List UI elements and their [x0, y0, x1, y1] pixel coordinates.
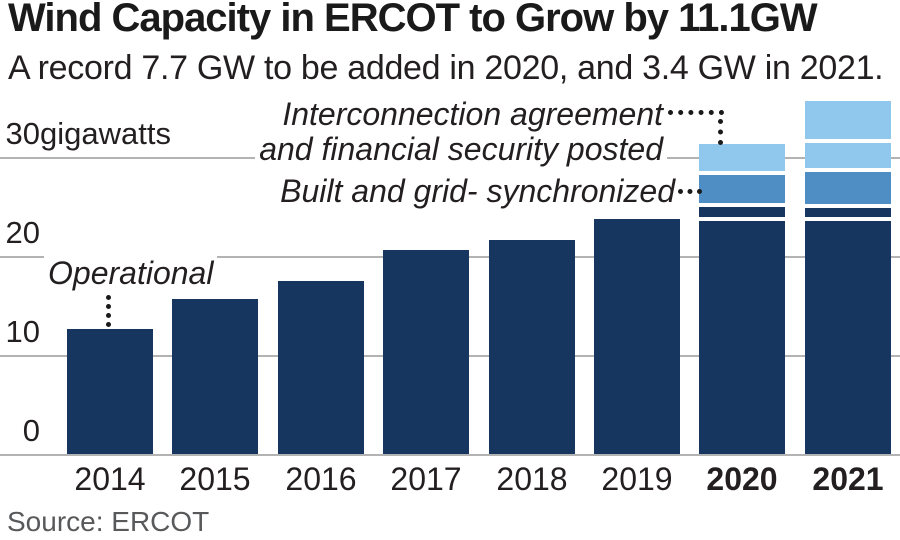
- x-axis-label-2015: 2015: [179, 461, 251, 497]
- y-tick-label-30gw: 30 gigawatts: [2, 114, 171, 154]
- axis-baseline: [0, 454, 900, 456]
- built-leader-dots-icon: [678, 189, 702, 194]
- source-note: Source: ERCOT: [7, 506, 210, 537]
- y-axis-unit-label: gigawatts: [40, 116, 171, 151]
- y-tick-number: 30: [5, 116, 40, 151]
- operational-leader-dots-icon: [106, 295, 111, 327]
- bar-segment-2021-built-2: [805, 171, 891, 205]
- bar-segment-2020-interconnection-3: [699, 144, 785, 171]
- annotation-operational: Operational: [44, 255, 218, 291]
- interconnection-leader-dots-horizontal-icon: [668, 110, 724, 115]
- y-tick-number: 0: [22, 413, 40, 448]
- annotation-interconnection-line1: Interconnection agreement: [282, 96, 663, 132]
- bar-segment-2020-built-2: [699, 174, 785, 204]
- bar-segment-2014-operational-0: [67, 329, 153, 455]
- bar-segment-2016-operational-0: [278, 280, 364, 455]
- bar-segment-2018-operational-0: [489, 240, 575, 455]
- chart-title: Wind Capacity in ERCOT to Grow by 11.1GW: [8, 0, 818, 40]
- bar-segment-2020-operational-0: [699, 221, 785, 455]
- x-axis-label-2019: 2019: [601, 461, 673, 497]
- y-tick-label-10gw: 10: [2, 312, 40, 352]
- interconnection-leader-dots-vertical-icon: [718, 119, 723, 145]
- y-tick-number: 20: [5, 215, 40, 250]
- x-axis-label-2014: 2014: [74, 461, 146, 497]
- annotation-built: Built and grid- synchronized: [276, 174, 679, 209]
- bar-segment-2019-operational-0: [594, 219, 680, 455]
- bar-segment-2021-interconnection-3: [805, 143, 891, 168]
- x-axis-label-2017: 2017: [390, 461, 462, 497]
- bar-segment-2021-interconnection-4: [805, 101, 891, 140]
- bar-segment-2020-operational-1: [699, 207, 785, 218]
- x-axis-label-2016: 2016: [285, 461, 357, 497]
- annotation-interconnection-line2: and financial security posted: [259, 131, 663, 167]
- bar-segment-2017-operational-0: [383, 250, 469, 455]
- y-tick-label-0gw: 0: [2, 411, 40, 451]
- x-axis-label-2020: 2020: [706, 461, 778, 497]
- annotation-built-line1: Built and grid- synchronized: [280, 173, 675, 209]
- annotation-operational-line1: Operational: [48, 255, 214, 291]
- y-tick-number: 10: [5, 314, 40, 349]
- chart-subtitle: A record 7.7 GW to be added in 2020, and…: [8, 49, 884, 87]
- bar-segment-2015-operational-0: [172, 298, 258, 455]
- y-tick-label-20gw: 20: [2, 213, 40, 253]
- x-axis-label-2021: 2021: [812, 461, 884, 497]
- bar-segment-2021-operational-1: [805, 208, 891, 218]
- bar-segment-2021-operational-0: [805, 221, 891, 455]
- x-axis-label-2018: 2018: [496, 461, 568, 497]
- annotation-interconnection: Interconnection agreement and financial …: [255, 97, 667, 167]
